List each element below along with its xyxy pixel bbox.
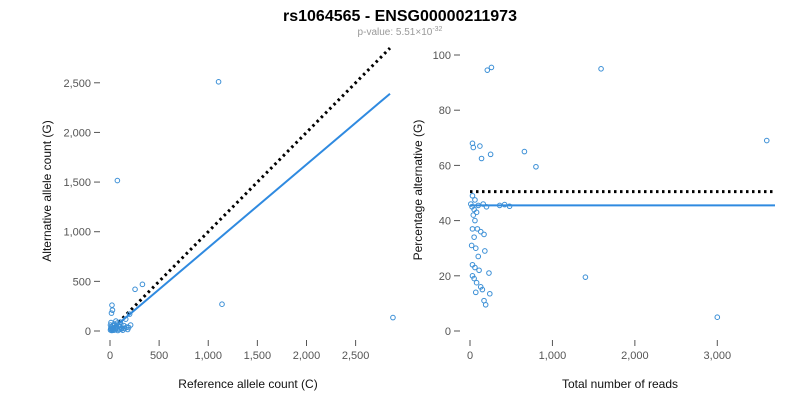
x-tick-label: 0 <box>107 350 113 362</box>
data-point <box>132 286 138 293</box>
y-tick-label: 0 <box>85 326 91 338</box>
data-point <box>484 67 491 73</box>
y-tick-label: 60 <box>439 160 451 172</box>
data-point <box>477 284 484 290</box>
data-point <box>598 66 604 72</box>
x-tick-label: 2,000 <box>293 350 321 362</box>
data-point <box>471 275 477 282</box>
data-point <box>127 322 134 328</box>
data-point <box>117 319 124 325</box>
data-point <box>488 64 495 71</box>
data-point <box>109 307 116 313</box>
data-point <box>469 273 476 279</box>
data-point <box>475 202 482 209</box>
x-tick-label: 0 <box>467 350 473 362</box>
data-point <box>477 143 483 149</box>
data-point <box>486 290 493 297</box>
figure-subtitle: p-value: 5.51×10-32 <box>358 26 443 38</box>
p-value-text: p-value: 5.51×10 <box>358 27 433 38</box>
data-point <box>472 289 479 296</box>
data-point <box>479 286 486 293</box>
data-point <box>476 267 482 274</box>
x-tick-label: 1,000 <box>194 350 222 362</box>
x-axis-label: Reference allele count (C) <box>178 377 317 391</box>
data-point <box>139 281 146 288</box>
data-point <box>390 314 396 321</box>
y-tick-label: 1,500 <box>63 177 91 189</box>
data-point <box>472 264 478 271</box>
data-point <box>763 137 770 144</box>
data-point <box>473 209 480 216</box>
data-point <box>112 327 119 333</box>
data-point <box>109 302 115 308</box>
data-point <box>714 314 721 321</box>
x-tick-label: 500 <box>150 350 168 362</box>
data-point <box>470 144 477 151</box>
y-tick-label: 500 <box>73 276 91 288</box>
data-point <box>469 192 476 199</box>
y-tick-label: 20 <box>439 271 451 283</box>
x-tick-label: 2,000 <box>621 350 649 362</box>
x-tick-label: 1,500 <box>244 350 272 362</box>
data-point <box>482 301 489 308</box>
data-point <box>219 301 225 307</box>
data-point <box>108 319 114 326</box>
data-point <box>521 148 528 155</box>
reference-dotted-line <box>108 46 392 333</box>
data-point <box>482 248 488 254</box>
data-point <box>107 322 114 328</box>
x-tick-label: 1,000 <box>539 350 567 362</box>
data-point <box>470 212 477 218</box>
data-point <box>122 316 129 322</box>
data-point <box>469 226 476 232</box>
data-point <box>120 322 127 329</box>
data-point <box>114 177 121 184</box>
data-point <box>487 151 494 158</box>
y-tick-label: 1,000 <box>63 227 91 239</box>
data-point <box>468 242 475 249</box>
data-point <box>478 155 485 162</box>
p-value-exponent: -32 <box>432 26 442 33</box>
figure-title: rs1064565 - ENSG00000211973 <box>283 8 517 25</box>
data-point <box>501 201 508 208</box>
data-point <box>473 279 480 286</box>
data-point <box>475 253 482 260</box>
data-point <box>471 234 477 240</box>
y-tick-label: 100 <box>433 50 451 62</box>
data-point <box>506 203 513 210</box>
x-axis-label: Total number of reads <box>562 377 678 391</box>
data-point <box>480 201 486 207</box>
data-point <box>533 163 539 170</box>
x-tick-label: 2,500 <box>342 350 370 362</box>
fit-line <box>109 92 391 332</box>
y-tick-label: 2,500 <box>63 78 91 90</box>
data-point <box>472 197 478 203</box>
y-tick-label: 40 <box>439 216 451 228</box>
y-tick-label: 2,000 <box>63 127 91 139</box>
data-point <box>126 311 133 317</box>
y-tick-label: 0 <box>445 326 451 338</box>
data-point <box>472 245 479 251</box>
allele-count-scatter-panel: 0 500 1,000 1,500 2,000 2,500 0 500 1,000 1,500 2,… <box>40 46 396 391</box>
data-point <box>483 204 490 210</box>
y-tick-label: 80 <box>439 105 451 117</box>
data-point <box>114 320 121 326</box>
data-point <box>486 270 492 276</box>
data-point <box>481 231 487 238</box>
x-tick-label: 3,000 <box>704 350 732 362</box>
data-point <box>468 201 474 207</box>
data-point <box>477 228 484 235</box>
data-point <box>472 217 478 224</box>
y-axis-label: Alternative allele count (G) <box>40 120 54 261</box>
y-axis-label: Percentage alternative (G) <box>411 120 425 261</box>
percentage-scatter-panel: 0 20 40 60 80 100 0 1,000 2,000 3,000 Total numbe… <box>411 50 775 391</box>
data-point <box>582 274 589 280</box>
data-point <box>108 310 115 316</box>
data-point <box>215 78 222 85</box>
